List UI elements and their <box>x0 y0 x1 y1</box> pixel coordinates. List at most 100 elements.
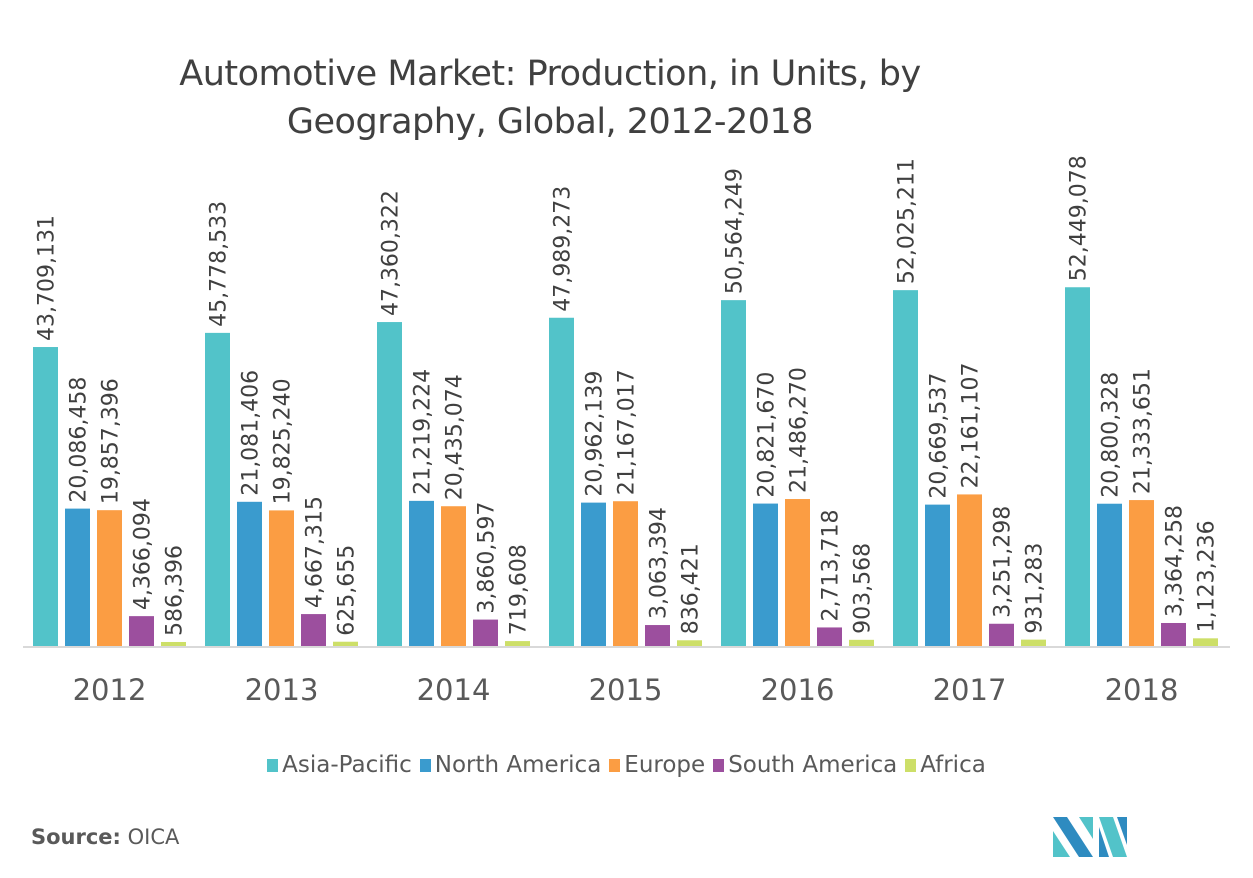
legend-swatch-icon <box>419 758 431 772</box>
bar-europe-2016 <box>785 499 810 646</box>
bar-europe-2017 <box>957 494 982 646</box>
data-label: 3,251,298 <box>991 506 1016 618</box>
chart-title-line-2: Geography, Global, 2012-2018 <box>286 102 814 142</box>
data-label: 21,333,651 <box>1131 368 1156 494</box>
legend-swatch-icon <box>267 758 279 772</box>
bar-south-america-2012 <box>129 616 154 646</box>
bar-europe-2015 <box>613 501 638 646</box>
bar-asia-pacific-2018 <box>1065 287 1090 646</box>
data-label: 47,360,322 <box>379 190 404 316</box>
bar-north-america-2014 <box>409 500 434 646</box>
bar-asia-pacific-2013 <box>205 332 230 646</box>
data-label: 3,063,394 <box>647 507 672 619</box>
data-label: 21,167,017 <box>615 369 640 495</box>
bar-south-america-2014 <box>473 619 498 646</box>
bar-north-america-2016 <box>753 503 778 646</box>
legend-item: Africa <box>905 752 986 778</box>
source-label: Source: <box>31 825 121 849</box>
bar-europe-2014 <box>441 506 466 646</box>
bar-north-america-2018 <box>1097 503 1122 646</box>
legend-item: Asia-Pacific <box>267 752 412 778</box>
data-label: 47,989,273 <box>551 186 576 312</box>
legend-item: Europe <box>609 752 705 778</box>
x-tick-label: 2015 <box>589 673 663 707</box>
bar-asia-pacific-2015 <box>549 317 574 646</box>
data-label: 20,962,139 <box>583 371 608 497</box>
bar-south-america-2013 <box>301 614 326 646</box>
x-tick-label: 2018 <box>1105 673 1179 707</box>
x-tick-label: 2013 <box>245 673 319 707</box>
bar-africa-2012 <box>161 641 186 646</box>
data-label: 20,669,537 <box>927 373 952 499</box>
data-label: 45,778,533 <box>207 201 232 327</box>
data-label: 586,396 <box>163 545 188 636</box>
legend-item: South America <box>713 752 897 778</box>
legend-label: Asia-Pacific <box>282 752 412 778</box>
bar-chart: 43,709,131 20,086,458 19,857,396 4,366,094 5… <box>23 155 1230 707</box>
data-label: 1,123,236 <box>1195 520 1220 632</box>
data-label: 3,364,258 <box>1163 505 1188 617</box>
bar-europe-2018 <box>1129 500 1154 646</box>
data-label: 50,564,249 <box>723 168 748 294</box>
bar-north-america-2017 <box>925 504 950 646</box>
x-tick-label: 2017 <box>933 673 1007 707</box>
data-label: 52,025,211 <box>895 158 920 284</box>
data-label: 719,608 <box>507 544 532 635</box>
bar-asia-pacific-2014 <box>377 322 402 646</box>
bar-south-america-2017 <box>989 623 1014 646</box>
legend-label: Europe <box>624 752 706 778</box>
data-label: 836,421 <box>679 543 704 634</box>
bar-africa-2016 <box>849 639 874 646</box>
legend-label: Africa <box>920 752 986 778</box>
data-label: 2,713,718 <box>819 509 844 621</box>
data-label: 4,667,315 <box>303 496 328 608</box>
data-label: 903,568 <box>851 543 876 634</box>
bar-south-america-2016 <box>817 627 842 646</box>
bar-asia-pacific-2016 <box>721 300 746 646</box>
data-label: 4,366,094 <box>131 498 156 610</box>
legend-swatch-icon <box>905 758 917 772</box>
data-label: 21,081,406 <box>239 370 264 496</box>
chart-title-line-1: Automotive Market: Production, in Units,… <box>179 54 921 94</box>
data-label: 931,283 <box>1023 543 1048 634</box>
legend-item: North America <box>419 752 602 778</box>
legend-label: South America <box>728 752 898 778</box>
mordor-logo-icon <box>1053 817 1127 857</box>
x-tick-label: 2012 <box>73 673 147 707</box>
x-tick-labels: 2012 2013 2014 2015 2016 2017 2018 <box>73 673 1179 707</box>
source-note: Source: OICA <box>31 825 179 849</box>
bar-europe-2013 <box>269 510 294 646</box>
data-label: 21,219,224 <box>411 369 436 495</box>
legend: Asia-Pacific North America Europe South Ame… <box>0 752 1253 778</box>
bars-layer <box>33 287 1218 646</box>
x-tick-label: 2016 <box>761 673 835 707</box>
data-label: 43,709,131 <box>35 215 60 341</box>
bar-asia-pacific-2017 <box>893 290 918 646</box>
data-label: 20,821,670 <box>755 372 780 498</box>
legend-swatch-icon <box>713 758 725 772</box>
bar-africa-2017 <box>1021 639 1046 646</box>
bar-europe-2012 <box>97 510 122 646</box>
data-label: 19,857,396 <box>99 378 124 504</box>
data-label: 625,655 <box>335 545 360 636</box>
legend-label: North America <box>434 752 602 778</box>
bar-north-america-2015 <box>581 502 606 646</box>
bar-south-america-2015 <box>645 625 670 646</box>
data-label: 19,825,240 <box>271 378 296 504</box>
data-labels-layer: 43,709,131 20,086,458 19,857,396 4,366,094 5… <box>35 155 1220 636</box>
bar-north-america-2012 <box>65 508 90 646</box>
data-label: 52,449,078 <box>1067 155 1092 281</box>
bar-north-america-2013 <box>237 501 262 646</box>
data-label: 3,860,597 <box>475 502 500 614</box>
x-tick-label: 2014 <box>417 673 491 707</box>
data-label: 20,086,458 <box>67 377 92 503</box>
bar-asia-pacific-2012 <box>33 347 58 646</box>
bar-africa-2013 <box>333 641 358 646</box>
data-label: 22,161,107 <box>959 362 984 488</box>
data-label: 20,800,328 <box>1099 372 1124 498</box>
legend-swatch-icon <box>609 758 621 772</box>
data-label: 20,435,074 <box>443 374 468 500</box>
chart-title: Automotive Market: Production, in Units,… <box>0 50 1100 146</box>
bar-africa-2014 <box>505 641 530 646</box>
source-value: OICA <box>127 825 180 849</box>
